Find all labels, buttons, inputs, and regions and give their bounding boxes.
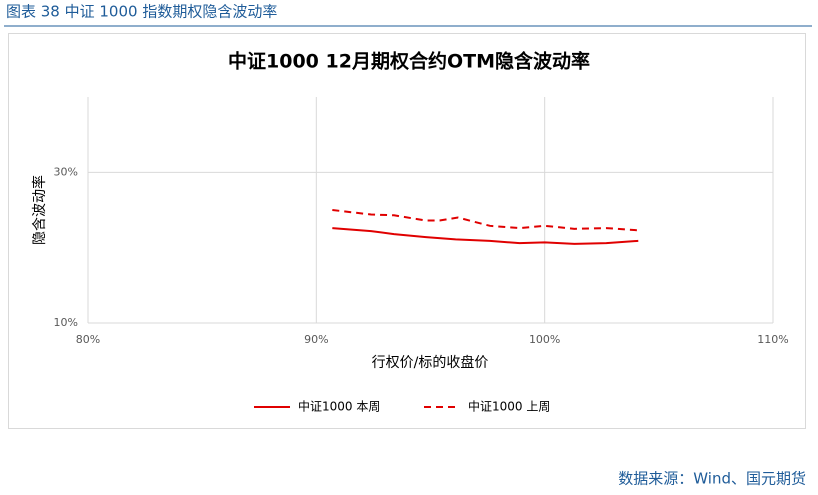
legend-label: 中证1000 上周 xyxy=(468,399,550,414)
legend-label: 中证1000 本周 xyxy=(298,399,380,414)
caption: 图表 38 中证 1000 指数期权隐含波动率 xyxy=(6,3,277,21)
series-line xyxy=(332,227,639,245)
y-axis-label: 隐含波动率 xyxy=(31,175,48,245)
y-tick-label: 10% xyxy=(54,316,78,329)
x-axis-label: 行权价/标的收盘价 xyxy=(372,354,489,371)
source: 数据来源：Wind、国元期货 xyxy=(618,470,806,488)
x-tick-label: 110% xyxy=(757,333,788,346)
x-tick-label: 80% xyxy=(76,333,100,346)
chart-frame xyxy=(8,33,806,429)
x-tick-label: 90% xyxy=(304,333,328,346)
y-tick-label: 30% xyxy=(54,165,78,178)
x-tick-label: 100% xyxy=(529,333,560,346)
chart-title: 中证1000 12月期权合约OTM隐含波动率 xyxy=(228,50,590,73)
